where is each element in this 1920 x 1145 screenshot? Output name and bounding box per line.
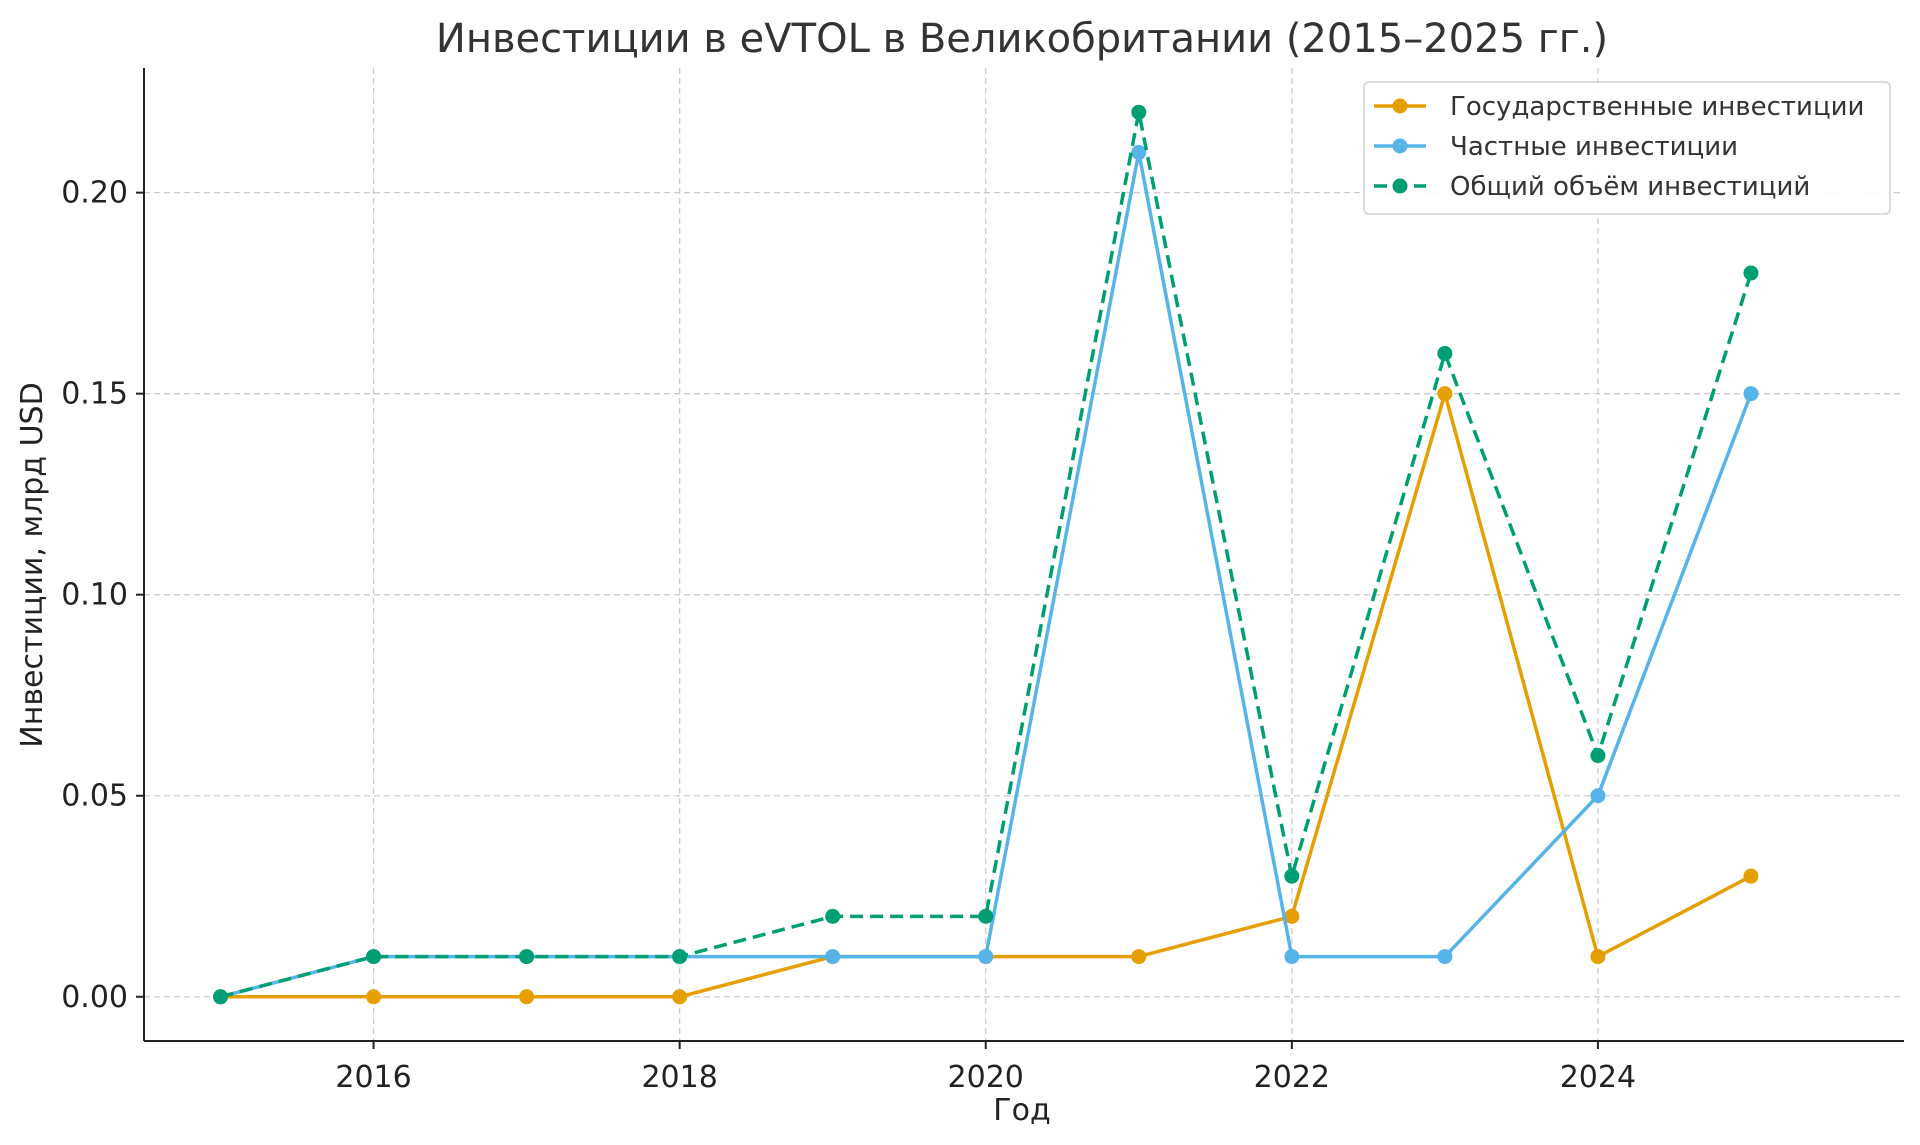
x-tick-label: 2020 (948, 1060, 1024, 1095)
legend-marker (1392, 98, 1408, 114)
data-point (366, 949, 382, 965)
y-tick-label: 0.05 (61, 779, 128, 814)
data-point (519, 949, 535, 965)
data-point (978, 949, 994, 965)
chart-title: Инвестиции в eVTOL в Великобритании (201… (436, 16, 1608, 62)
data-point (1743, 868, 1759, 884)
axes (136, 68, 1904, 1049)
legend-marker (1392, 138, 1408, 154)
data-point (1437, 949, 1453, 965)
data-point (1590, 949, 1606, 965)
legend: Государственные инвестиции Частные инвест… (1363, 81, 1891, 215)
x-tick-label: 2018 (641, 1060, 717, 1095)
grid (144, 68, 1904, 1041)
legend-marker (1392, 178, 1408, 194)
series (213, 104, 1759, 1005)
series-line (220, 391, 1752, 999)
data-point (519, 989, 535, 1005)
data-point (366, 989, 382, 1005)
data-point (672, 949, 688, 965)
data-point (825, 908, 841, 924)
y-tick-label: 0.00 (61, 980, 128, 1015)
x-tick-label: 2016 (335, 1060, 411, 1095)
legend-box (1363, 81, 1891, 215)
data-point (1743, 386, 1759, 402)
data-point (1437, 386, 1453, 402)
series-line (220, 110, 1753, 999)
data-point (1284, 908, 1300, 924)
legend-label: Государственные инвестиции (1450, 92, 1864, 122)
data-point (1437, 345, 1453, 361)
y-tick-label: 0.15 (61, 377, 128, 412)
data-point (1284, 949, 1300, 965)
y-tick-label: 0.20 (61, 176, 128, 211)
data-point (672, 989, 688, 1005)
data-point (1284, 868, 1300, 884)
y-axis-label: Инвестиции, млрд USD (15, 382, 50, 747)
data-point (978, 908, 994, 924)
data-point (825, 949, 841, 965)
data-point (1131, 949, 1147, 965)
legend-label: Частные инвестиции (1450, 132, 1738, 162)
legend-entry: Государственные инвестиции (1374, 92, 1864, 122)
legend-entry: Частные инвестиции (1374, 132, 1738, 162)
legend-label: Общий объём инвестиций (1450, 172, 1810, 202)
data-point (1131, 104, 1147, 120)
data-point (1590, 748, 1606, 764)
x-axis-label: Год (993, 1093, 1050, 1128)
data-point (1131, 144, 1147, 160)
data-point (213, 989, 229, 1005)
y-tick-label: 0.10 (61, 578, 128, 613)
legend-entry: Общий объём инвестиций (1374, 172, 1810, 202)
series-3 (213, 104, 1759, 1005)
tick-labels: 2016 2018 2020 2022 2024 0.00 0.05 0.10 0.15 0.20 (61, 176, 1636, 1095)
data-point (1590, 788, 1606, 804)
x-tick-label: 2022 (1254, 1060, 1330, 1095)
data-point (1743, 265, 1759, 281)
x-tick-label: 2024 (1560, 1060, 1636, 1095)
